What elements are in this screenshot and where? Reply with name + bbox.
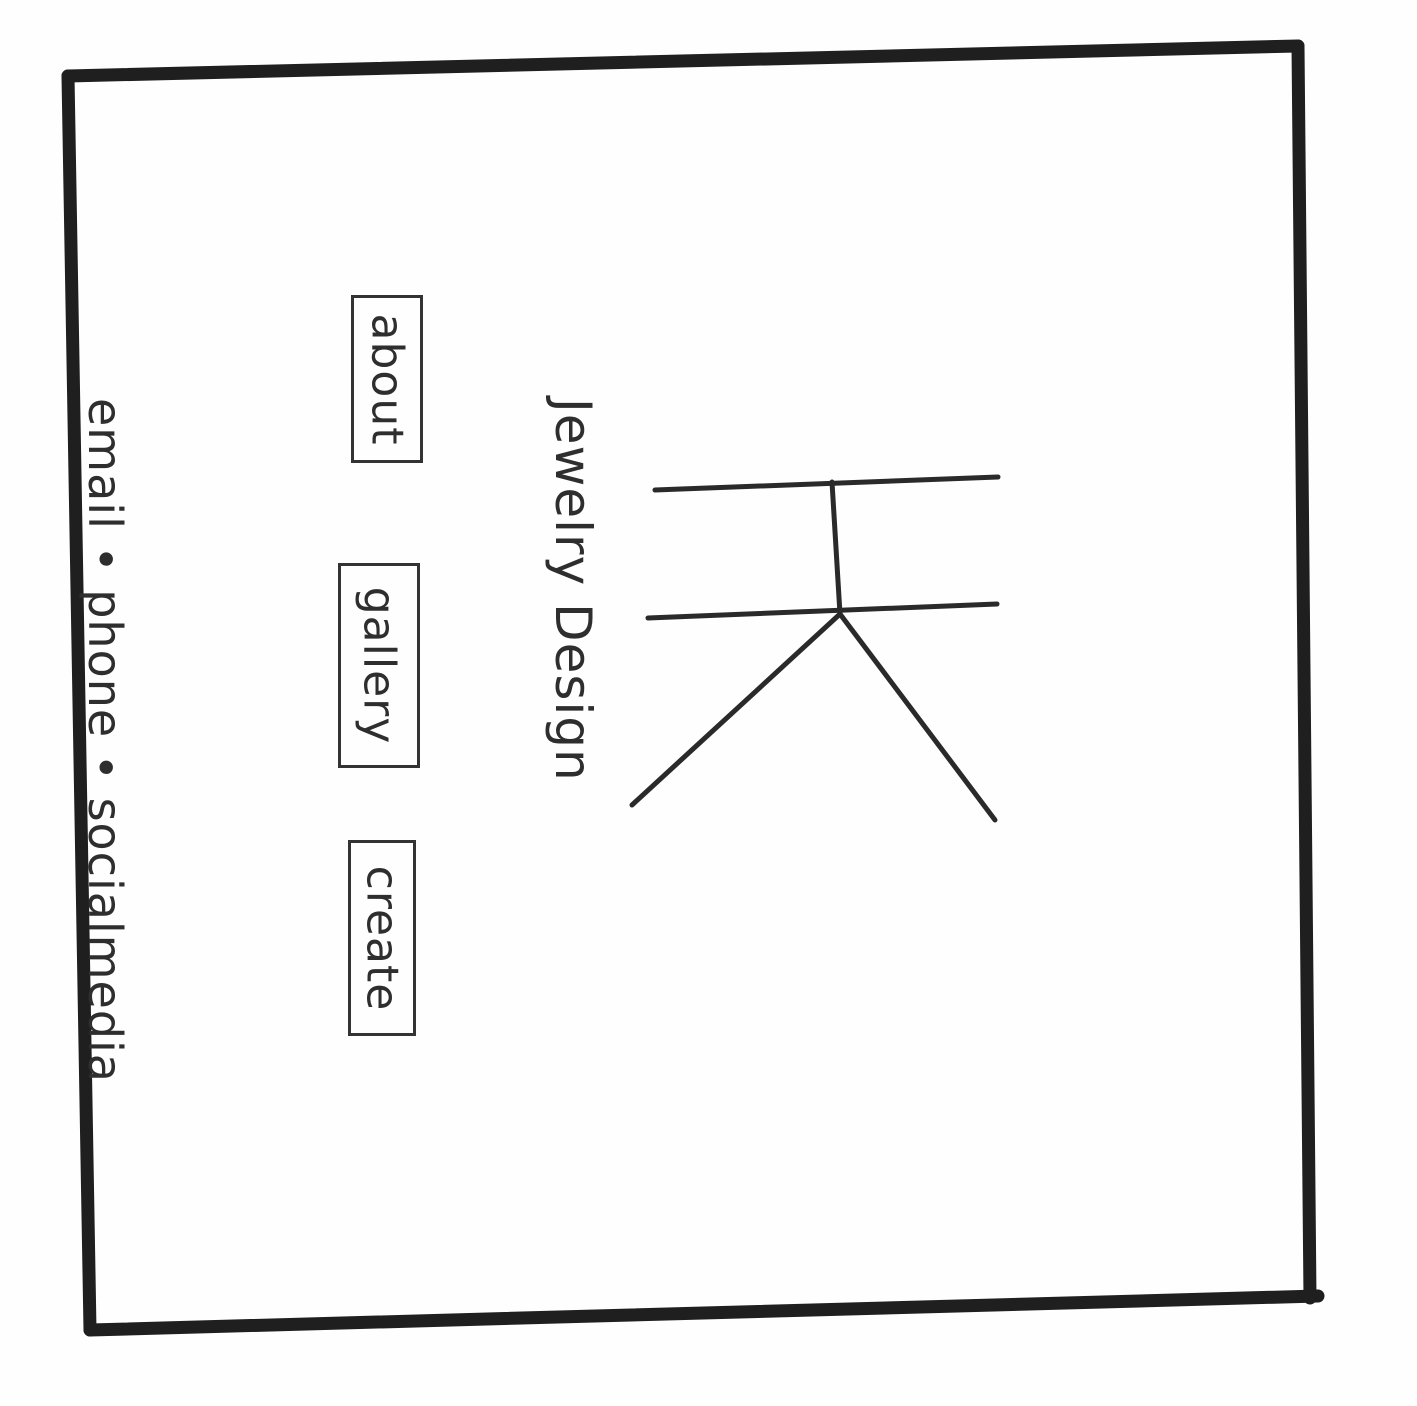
logo-stem: [829, 479, 843, 617]
nav-create-label: create: [356, 865, 408, 1011]
nav-about-button[interactable]: about: [351, 295, 423, 463]
nav-gallery-label: gallery: [353, 586, 405, 745]
contact-links[interactable]: email • phone • socialmedia: [78, 398, 132, 1083]
frame-bottom-edge: [83, 1289, 1325, 1337]
frame-right-edge: [1291, 39, 1317, 1305]
frame-top-edge: [61, 39, 1305, 83]
site-title: Jewelry Design: [544, 398, 602, 782]
page-frame: [61, 39, 1325, 1337]
logo-right-leg: [837, 611, 998, 823]
logo-middle-bar: [645, 601, 1000, 621]
nav-create-button[interactable]: create: [348, 840, 416, 1036]
logo-left-leg: [629, 611, 843, 808]
logo-top-bar: [652, 474, 1001, 493]
necklace-pendant-icon: [629, 474, 1001, 823]
frame-left-edge: [61, 69, 97, 1337]
nav-about-label: about: [361, 313, 413, 445]
nav-gallery-button[interactable]: gallery: [338, 563, 420, 768]
